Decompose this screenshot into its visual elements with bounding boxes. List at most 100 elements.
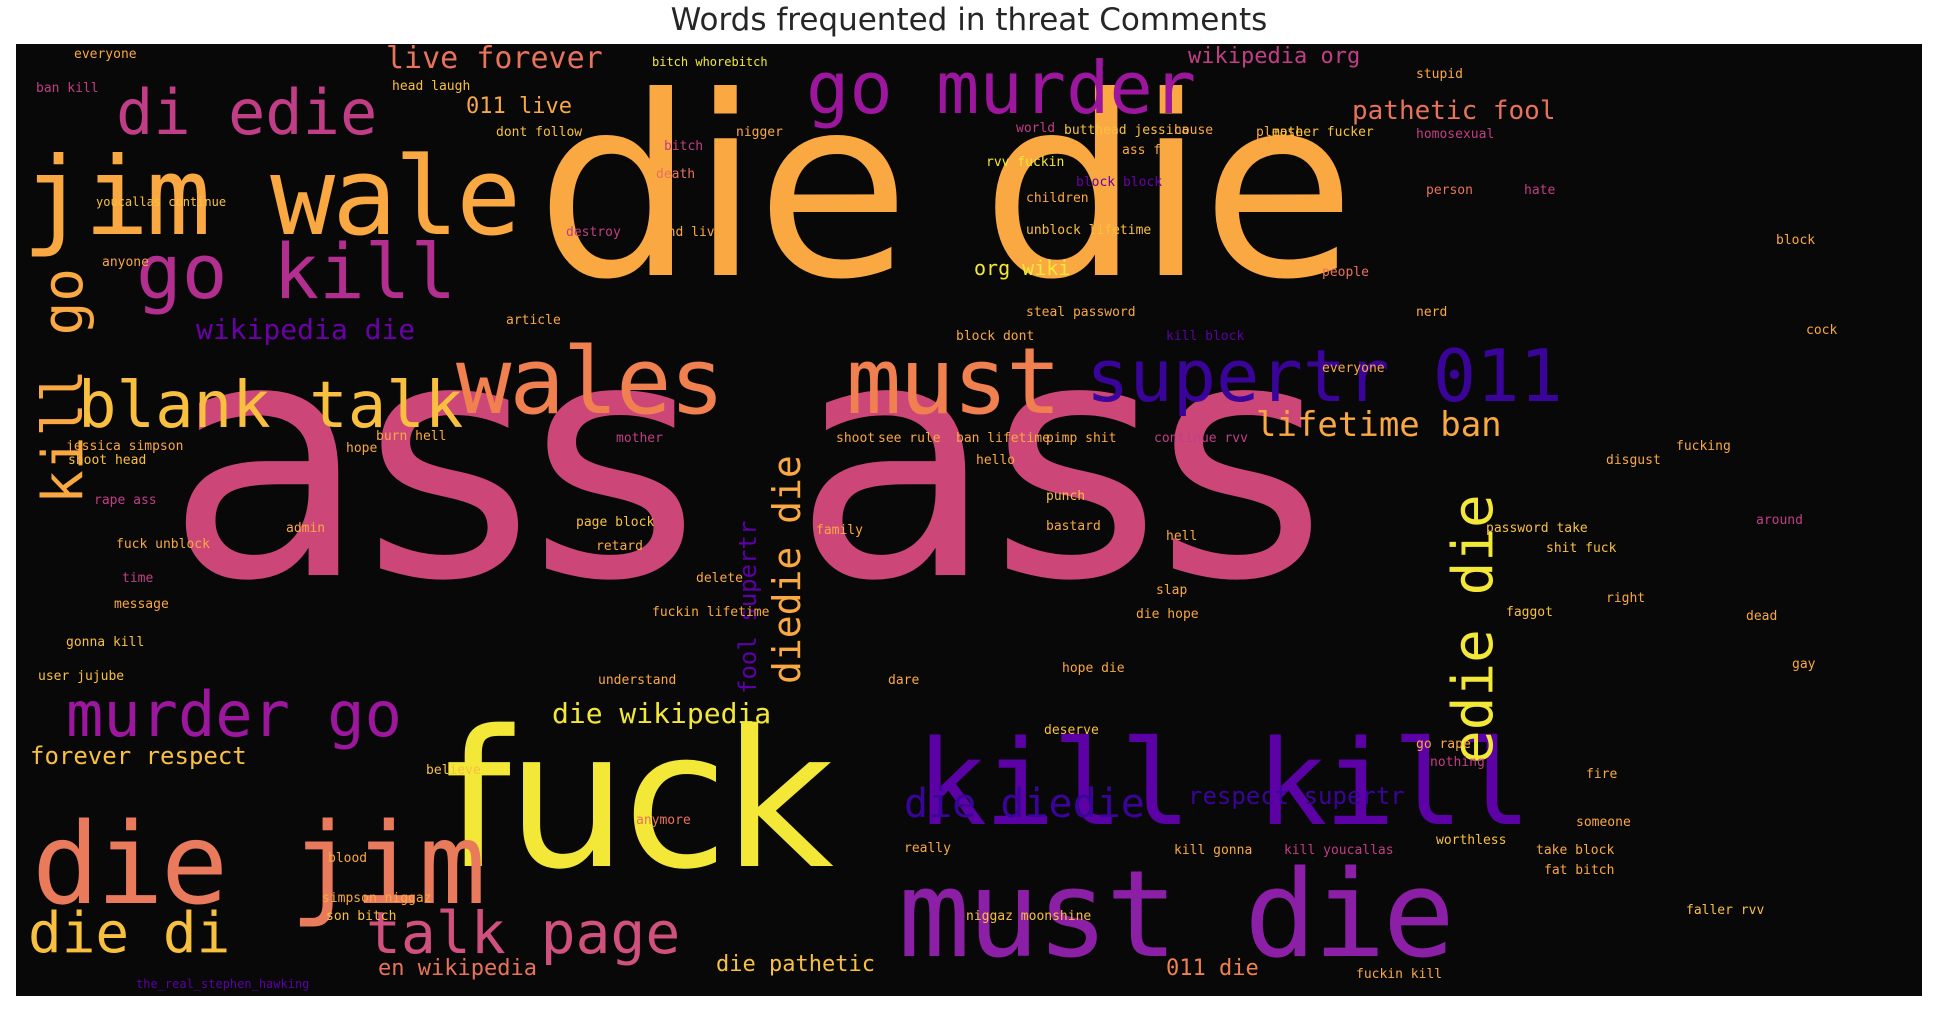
word-small: kill youcallas <box>1284 843 1394 858</box>
word-small: blood <box>328 851 368 866</box>
word-must-die: must die <box>898 846 1455 985</box>
word-small: ass fat <box>1122 143 1177 158</box>
word-en-wikipedia: en wikipedia <box>378 956 537 981</box>
word-small: fuckin lifetime <box>652 605 770 620</box>
word-murder-go: murder go <box>66 678 402 751</box>
word-small: ban lifetime <box>956 431 1050 446</box>
word-small: block dont <box>956 329 1035 344</box>
word-small: go rape <box>1416 737 1471 752</box>
word-small: rape ass <box>94 493 157 508</box>
word-small: steal password <box>1026 305 1136 320</box>
word-small: password take <box>1486 521 1588 536</box>
word-small: nerd <box>1416 305 1448 320</box>
word-small: article <box>506 313 561 328</box>
word-fuck: fuck <box>444 690 834 911</box>
word-small: family <box>816 523 863 538</box>
word-small: fire <box>1586 767 1618 782</box>
word-talk-page: talk page <box>366 899 681 967</box>
word-small: message <box>114 597 169 612</box>
word-small: mother <box>616 431 663 446</box>
word-small: world <box>1016 121 1056 136</box>
word-small: everyone <box>1322 361 1385 376</box>
word-di-edie: di edie <box>116 76 378 149</box>
word-small: believe <box>426 763 481 778</box>
word-small: worthless <box>1436 833 1507 848</box>
word-diedie-die: diedie die <box>765 455 809 684</box>
word-small: everyone <box>74 47 137 62</box>
word-small: the_real_stephen_hawking <box>136 977 310 991</box>
word-die-die: die die <box>536 44 1355 334</box>
word-small: jessica simpson <box>66 439 184 454</box>
chart-title: Words frequented in threat Comments <box>670 2 1268 38</box>
word-011-live: 011 live <box>466 94 572 119</box>
word-small: bitch <box>664 139 704 154</box>
word-small: fuck unblock <box>116 537 210 552</box>
word-small: user jujube <box>38 669 125 684</box>
word-blank-talk: blank talk <box>78 369 464 443</box>
word-small: youcallas continue <box>96 195 227 209</box>
word-small: continue rvv <box>1154 431 1248 446</box>
word-small: gonna kill <box>66 635 145 650</box>
word-small: cock <box>1806 323 1838 338</box>
word-small: really <box>904 841 951 856</box>
word-small: niggaz moonshine <box>966 909 1092 924</box>
word-small: delete <box>696 571 743 586</box>
word-small: around <box>1756 513 1803 528</box>
word-forever-respect: forever respect <box>30 742 247 770</box>
word-small: person <box>1426 183 1473 198</box>
word-wikipedia-die: wikipedia die <box>196 313 416 346</box>
word-small: right <box>1606 591 1646 606</box>
word-small: find live <box>652 225 723 240</box>
word-small: hate <box>1524 183 1556 198</box>
word-small: people <box>1322 265 1369 280</box>
word-small: someone <box>1576 815 1631 830</box>
word-small: ban kill <box>36 81 99 96</box>
word-die-di: die di <box>28 901 231 966</box>
word-wikipedia-org: wikipedia org <box>1188 44 1361 69</box>
word-small: anymore <box>636 813 691 828</box>
word-live-forever: live forever <box>386 44 603 76</box>
word-small: faller rvv <box>1686 903 1765 918</box>
word-small: nigger <box>736 125 783 140</box>
word-small: dont follow <box>496 125 583 140</box>
word-small: homosexual <box>1416 127 1495 142</box>
word-lifetime-ban: lifetime ban <box>1256 405 1502 445</box>
word-small: shit fuck <box>1546 541 1617 556</box>
word-go-kill: go kill <box>136 227 457 316</box>
word-small: kill gonna <box>1174 843 1253 858</box>
word-small: fuckin kill <box>1356 967 1443 982</box>
word-small: hope <box>346 441 378 456</box>
word-cloud: ass ass die die fuck must die kill kill … <box>16 44 1922 996</box>
word-small: simpson niggaz <box>322 891 432 906</box>
word-small: kill block <box>1166 329 1245 344</box>
word-small: gay <box>1792 657 1816 672</box>
word-small: burn hell <box>376 429 447 444</box>
word-small: hell <box>1166 529 1198 544</box>
word-small: time <box>122 571 154 586</box>
word-org-wiki: org wiki <box>974 256 1071 280</box>
word-jim-wale: jim wale <box>22 135 521 260</box>
word-wales: wales <box>456 328 725 435</box>
word-small: children <box>1026 191 1089 206</box>
word-small: disgust <box>1606 453 1661 468</box>
word-small: admin <box>286 521 326 536</box>
word-kill-go: kill go <box>31 267 96 504</box>
word-die-pathetic: die pathetic <box>716 952 875 977</box>
word-small: dead <box>1746 609 1778 624</box>
word-small: butthead jessica <box>1064 123 1190 138</box>
word-small: retard <box>596 539 643 554</box>
word-small: shoot head <box>68 453 147 468</box>
word-small: block <box>1776 233 1816 248</box>
word-small: understand <box>598 673 677 688</box>
word-small: die hope <box>1136 607 1199 622</box>
word-011-die: 011 die <box>1166 956 1259 981</box>
word-small: hello <box>976 453 1016 468</box>
word-small: bastard <box>1046 519 1101 534</box>
word-small: house <box>1174 123 1214 138</box>
word-die-diedie: die diedie <box>904 781 1145 827</box>
word-small: death <box>656 167 696 182</box>
word-small: dare <box>888 673 920 688</box>
word-supertr-011: supertr 011 <box>1086 334 1563 418</box>
word-small: rvv fuckin <box>986 155 1065 170</box>
word-respect-supertr: respect supertr <box>1188 782 1405 810</box>
